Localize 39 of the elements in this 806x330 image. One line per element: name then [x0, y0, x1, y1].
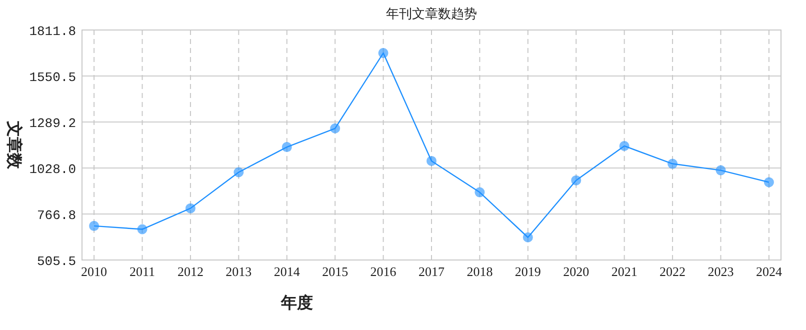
point: [571, 175, 582, 186]
x-tick-label: 2018: [466, 264, 493, 279]
point: [522, 232, 533, 242]
x-tick-label: 2019: [514, 264, 541, 279]
x-tick-label: 2017: [418, 264, 445, 279]
point: [378, 48, 388, 58]
x-tick-label: 2023: [708, 264, 734, 279]
point: [137, 224, 148, 234]
y-axis-title: 文章数: [5, 120, 23, 170]
point: [668, 158, 678, 169]
point: [282, 142, 292, 152]
y-tick-label: 1811.8: [29, 24, 76, 39]
x-axis-title: 年度: [280, 293, 313, 312]
x-tick-label: 2022: [660, 264, 686, 279]
x-tick-label: 2013: [226, 264, 252, 279]
point: [234, 167, 244, 178]
point: [426, 156, 436, 166]
x-tick-label: 2024: [756, 264, 782, 279]
x-tick-label: 2012: [177, 264, 204, 279]
y-tick-label: 766.8: [36, 208, 76, 223]
point: [716, 165, 726, 176]
point: [474, 187, 485, 198]
x-tick-label: 2010: [81, 264, 108, 279]
x-tick-label: 2021: [611, 264, 638, 279]
point: [89, 220, 100, 231]
y-tick-label: 1028.0: [29, 162, 76, 178]
chart-title: 年刊文章数趋势: [386, 6, 477, 21]
x-tick-label: 2015: [322, 264, 348, 279]
x-tick-label: 2016: [370, 264, 397, 279]
point: [185, 203, 196, 214]
point: [764, 177, 774, 188]
x-tick-label: 2020: [563, 264, 590, 279]
y-tick-label: 1550.5: [29, 70, 76, 86]
y-tick-label: 505.5: [36, 254, 76, 269]
point: [330, 123, 340, 134]
x-tick-label: 2011: [129, 264, 156, 279]
y-tick-label: 1289.2: [29, 116, 76, 132]
x-tick-label: 2014: [274, 264, 300, 279]
point: [619, 140, 630, 151]
